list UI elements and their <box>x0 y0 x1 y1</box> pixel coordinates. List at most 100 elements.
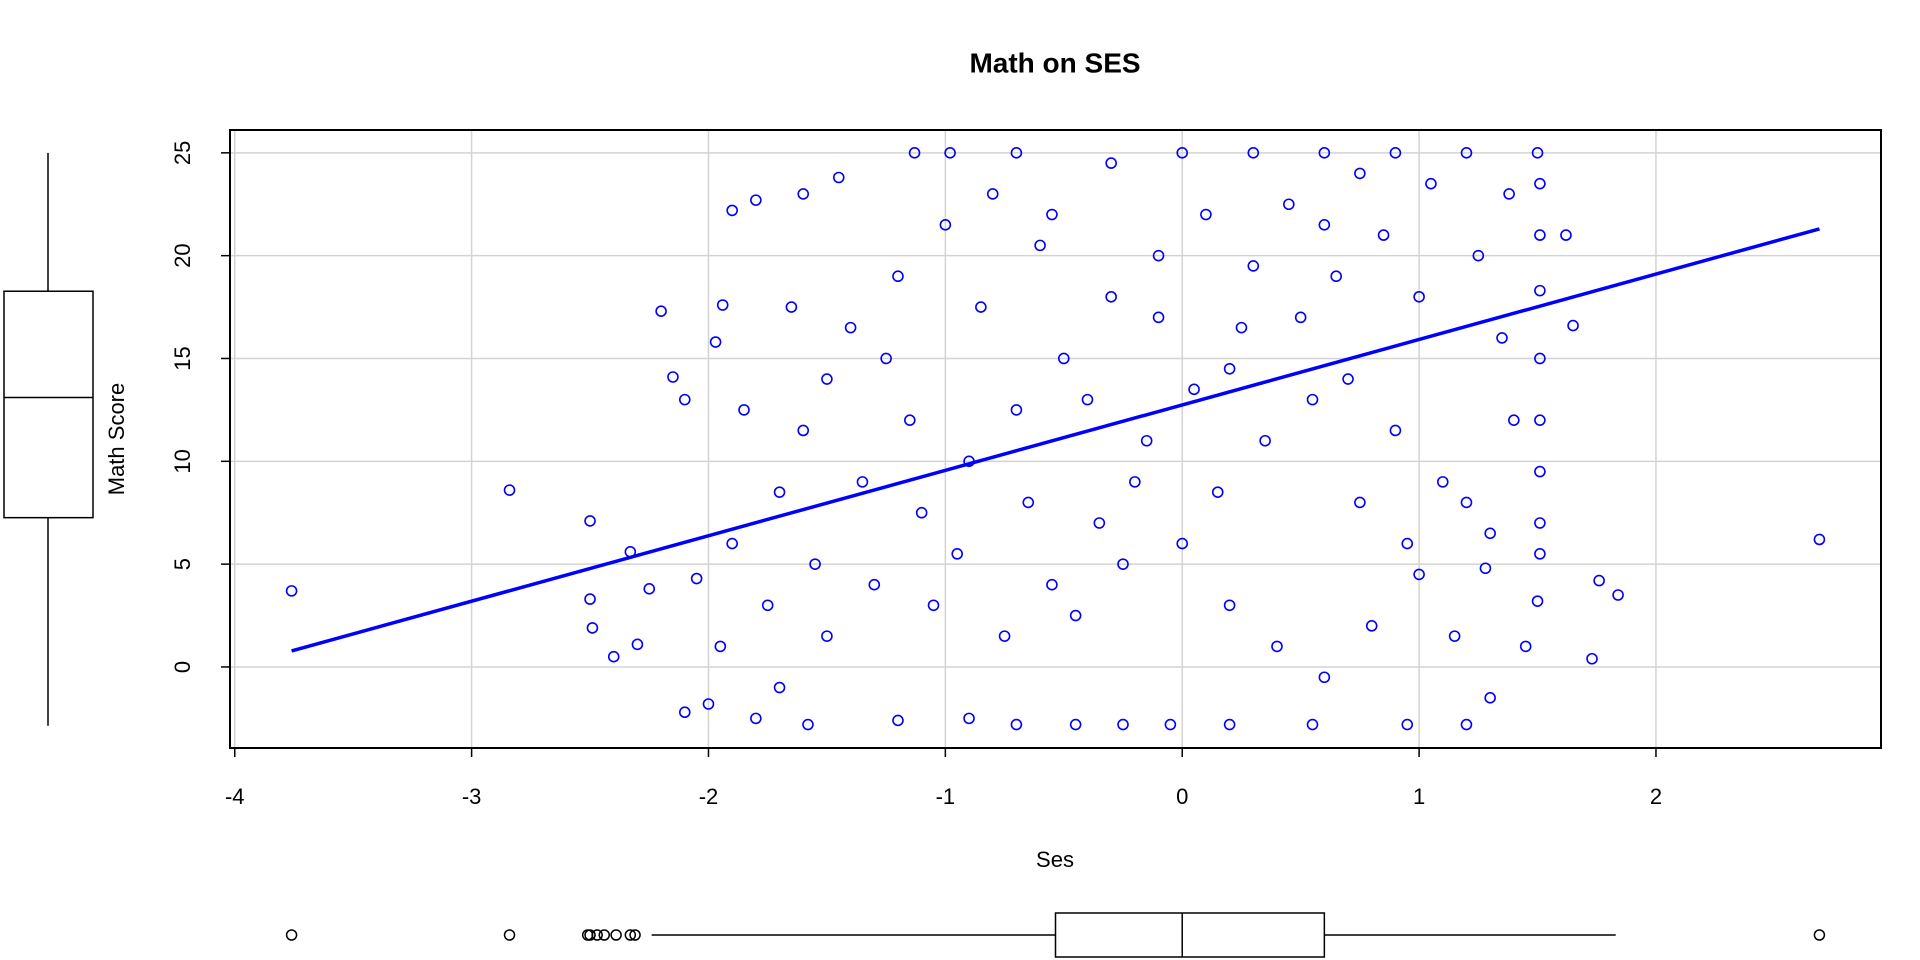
point <box>709 336 722 348</box>
point <box>607 650 620 663</box>
y-tick-label: 10 <box>170 449 195 473</box>
point <box>1283 198 1295 211</box>
point <box>1188 383 1200 396</box>
point <box>678 706 691 719</box>
outlier <box>591 929 603 941</box>
point <box>1330 270 1342 283</box>
point <box>1140 434 1153 447</box>
point <box>1519 640 1532 653</box>
point <box>773 486 786 498</box>
point <box>1117 558 1129 570</box>
point <box>1413 290 1425 303</box>
x-tick-label: 0 <box>1176 784 1188 809</box>
point <box>586 622 599 634</box>
point <box>1318 219 1331 231</box>
x-tick-label: -2 <box>699 784 719 809</box>
point <box>1211 486 1224 498</box>
point <box>1534 465 1546 478</box>
point <box>1560 229 1572 241</box>
point <box>892 714 904 727</box>
point <box>904 414 916 426</box>
point <box>1531 147 1544 159</box>
point <box>726 537 738 550</box>
point <box>1354 496 1366 509</box>
point <box>1448 630 1461 642</box>
x-tick-label: -1 <box>936 784 956 809</box>
point <box>1164 718 1177 731</box>
point <box>738 404 750 416</box>
point <box>1081 393 1094 406</box>
point <box>1460 718 1473 731</box>
point <box>1534 548 1546 560</box>
point <box>832 171 845 184</box>
point <box>963 712 975 725</box>
point <box>1034 239 1046 252</box>
point <box>1534 284 1546 297</box>
outlier <box>598 929 611 941</box>
point <box>1377 229 1390 241</box>
outlier <box>624 929 637 941</box>
point <box>785 301 798 313</box>
point <box>797 188 810 200</box>
point <box>1223 718 1236 731</box>
point <box>1593 574 1605 587</box>
plot-frame <box>229 129 1882 749</box>
point <box>1129 476 1141 488</box>
point <box>1460 147 1473 159</box>
point <box>690 572 703 585</box>
point <box>716 299 729 311</box>
point <box>761 599 774 612</box>
point <box>1401 537 1414 550</box>
point <box>975 301 987 313</box>
point <box>1010 718 1023 731</box>
point <box>1534 414 1546 426</box>
point <box>1093 517 1106 529</box>
fit-line <box>291 227 1820 653</box>
point <box>1117 718 1129 731</box>
point <box>1046 208 1058 221</box>
point <box>1022 496 1035 509</box>
x-tick-label: -3 <box>462 784 482 809</box>
point <box>939 219 952 231</box>
y-tick-label: 20 <box>170 243 195 267</box>
point <box>1152 249 1165 262</box>
point <box>1436 476 1449 488</box>
x-tick-label: 1 <box>1413 784 1425 809</box>
point <box>1586 652 1598 665</box>
x-tick-label: 2 <box>1650 784 1662 809</box>
point <box>726 204 738 217</box>
point <box>797 424 810 437</box>
point <box>1069 609 1082 622</box>
y-tick-label: 25 <box>170 141 195 165</box>
point <box>1318 147 1331 159</box>
point <box>1354 167 1366 180</box>
outlier <box>581 929 594 941</box>
point <box>1472 249 1485 262</box>
y-axis-label: Math Score <box>104 383 129 496</box>
point <box>584 515 596 527</box>
point <box>1069 718 1082 731</box>
outlier <box>285 929 298 941</box>
point <box>1306 393 1319 406</box>
point <box>667 371 679 383</box>
point <box>1534 177 1546 190</box>
point <box>714 640 727 653</box>
point <box>1534 229 1546 241</box>
point <box>1057 352 1070 365</box>
point <box>802 718 814 731</box>
y-tick-label: 0 <box>170 661 195 673</box>
point <box>1389 147 1402 159</box>
point <box>1503 188 1515 200</box>
point <box>1223 362 1236 375</box>
point <box>1200 208 1212 221</box>
outlier <box>1813 929 1826 941</box>
point <box>1460 496 1473 509</box>
point <box>285 585 298 597</box>
point <box>908 147 921 159</box>
point <box>944 147 956 159</box>
point <box>856 476 869 488</box>
point <box>1612 589 1624 601</box>
point <box>1484 527 1496 540</box>
